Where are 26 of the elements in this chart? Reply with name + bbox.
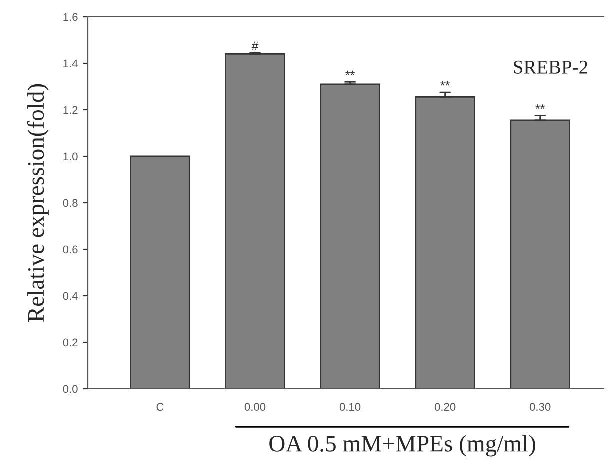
y-tick-label: 1.6 [64, 13, 78, 22]
x-tick-label: 0.10 [340, 403, 361, 412]
y-tick-label: 0.4 [63, 292, 78, 300]
x-tick-label: 0.00 [244, 403, 266, 412]
bar [510, 120, 570, 389]
annotation: SREBP-2 [514, 60, 588, 74]
x-tick-label: 0.30 [530, 403, 551, 412]
y-tick-label: 0.8 [63, 199, 78, 208]
annotation: ** [440, 81, 450, 86]
x-tick-label: 0.20 [434, 403, 456, 412]
y-axis-title: Relative expression(fold) [27, 84, 49, 322]
y-tick-label: 0.6 [63, 246, 78, 254]
annotation: ** [346, 70, 355, 76]
y-tick-label: 0.2 [63, 338, 78, 347]
bar [320, 84, 380, 389]
y-tick-label: 1.0 [64, 152, 78, 161]
y-tick-label: 1.2 [64, 106, 78, 114]
x-tick-label: C [156, 403, 164, 412]
bar [415, 96, 476, 389]
y-tick-label: 1.4 [64, 60, 78, 68]
annotation: ** [536, 104, 545, 110]
annotation: # [252, 42, 259, 50]
y-tick-label: 0.0 [63, 385, 78, 394]
bar [225, 54, 286, 389]
bar [130, 156, 190, 389]
x-axis-title: OA 0.5 mM+MPEs (mg/ml) [270, 435, 536, 457]
